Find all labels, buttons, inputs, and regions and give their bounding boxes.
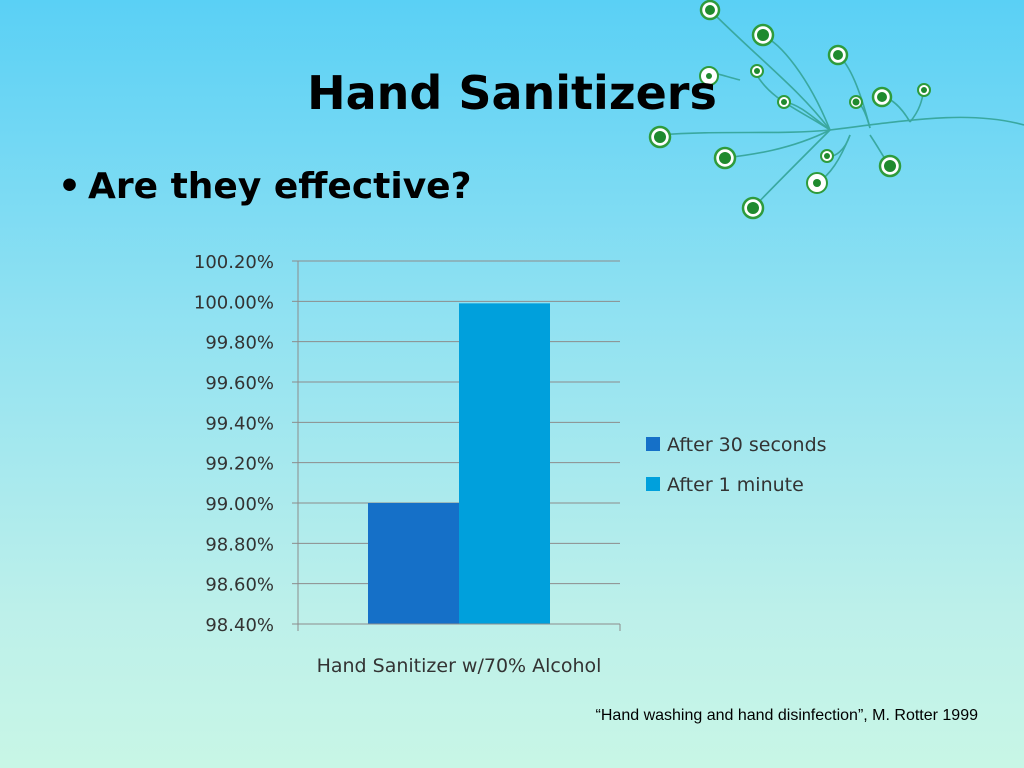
legend-swatch [646, 477, 660, 491]
x-axis-labels: Hand Sanitizer w/70% Alcohol [317, 655, 602, 677]
y-tick-label: 98.60% [205, 575, 274, 596]
y-axis-ticks: 98.40% 98.60% 98.80% 99.00% 99.20% 99.40% 99.6… [194, 252, 274, 636]
y-tick-label: 100.00% [194, 292, 274, 313]
y-tick-label: 98.80% [205, 534, 274, 555]
bar-after-30-seconds [368, 503, 459, 624]
bullet-item: • Are they effective? [58, 166, 471, 207]
legend-swatch [646, 437, 660, 451]
bullet-symbol: • [58, 166, 82, 207]
citation: “Hand washing and hand disinfection”, M.… [595, 707, 978, 724]
legend-label: After 1 minute [667, 474, 804, 496]
bullet-text: Are they effective? [88, 166, 472, 207]
legend: After 30 seconds After 1 minute [646, 434, 827, 496]
y-tick-label: 99.20% [205, 454, 274, 475]
slide-title: Hand Sanitizers [307, 66, 717, 120]
y-tick-label: 99.80% [205, 333, 274, 354]
vine-decoration [648, 0, 1024, 220]
axes [297, 261, 621, 631]
y-tick-label: 99.60% [205, 373, 274, 394]
x-category-label: Hand Sanitizer w/70% Alcohol [317, 655, 602, 677]
bars [368, 303, 550, 624]
legend-label: After 30 seconds [667, 434, 827, 456]
y-tick-label: 99.00% [205, 494, 274, 515]
bar-after-1-minute [459, 303, 550, 624]
y-tick-label: 100.20% [194, 252, 274, 273]
y-tick-label: 98.40% [205, 615, 274, 636]
y-tick-label: 99.40% [205, 413, 274, 434]
